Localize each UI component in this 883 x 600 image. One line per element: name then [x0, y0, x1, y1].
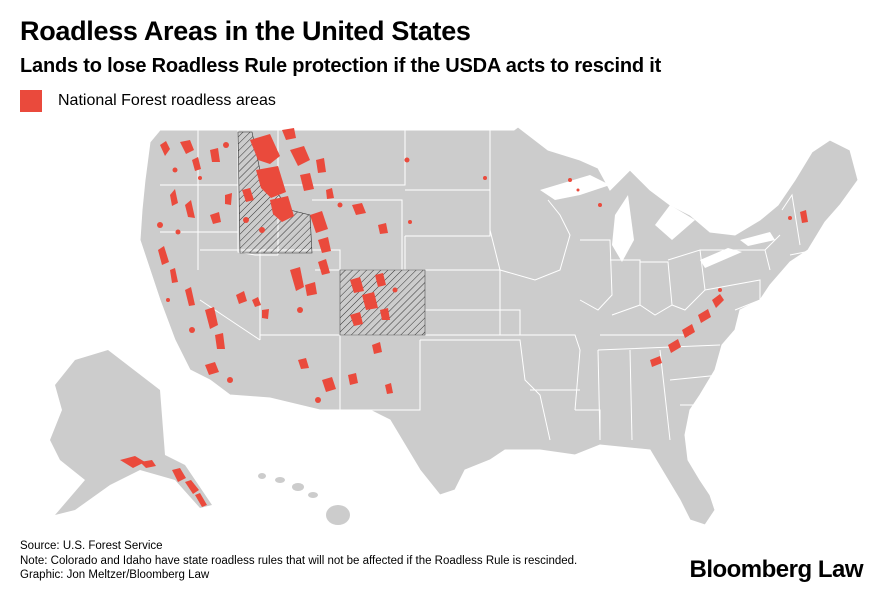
us-map-svg [50, 126, 859, 526]
legend-swatch [20, 90, 42, 112]
map [0, 120, 883, 538]
footer: Source: U.S. Forest Service Note: Colora… [20, 539, 577, 583]
chart-title: Roadless Areas in the United States [20, 16, 471, 46]
hawaii-islands [258, 473, 350, 525]
chart-subtitle: Lands to lose Roadless Rule protection i… [20, 55, 662, 77]
source-note: Source: U.S. Forest Service [20, 540, 163, 552]
roadless-areas [120, 128, 808, 507]
graphic-credit: Graphic: Jon Meltzer/Bloomberg Law [20, 569, 210, 581]
footnote: Note: Colorado and Idaho have state road… [20, 554, 578, 567]
legend-label: National Forest roadless areas [58, 92, 276, 109]
legend: National Forest roadless areas [20, 90, 276, 112]
alaska-landmass [50, 350, 212, 515]
brand-logo: Bloomberg Law [689, 556, 863, 583]
great-lakes [540, 175, 775, 268]
